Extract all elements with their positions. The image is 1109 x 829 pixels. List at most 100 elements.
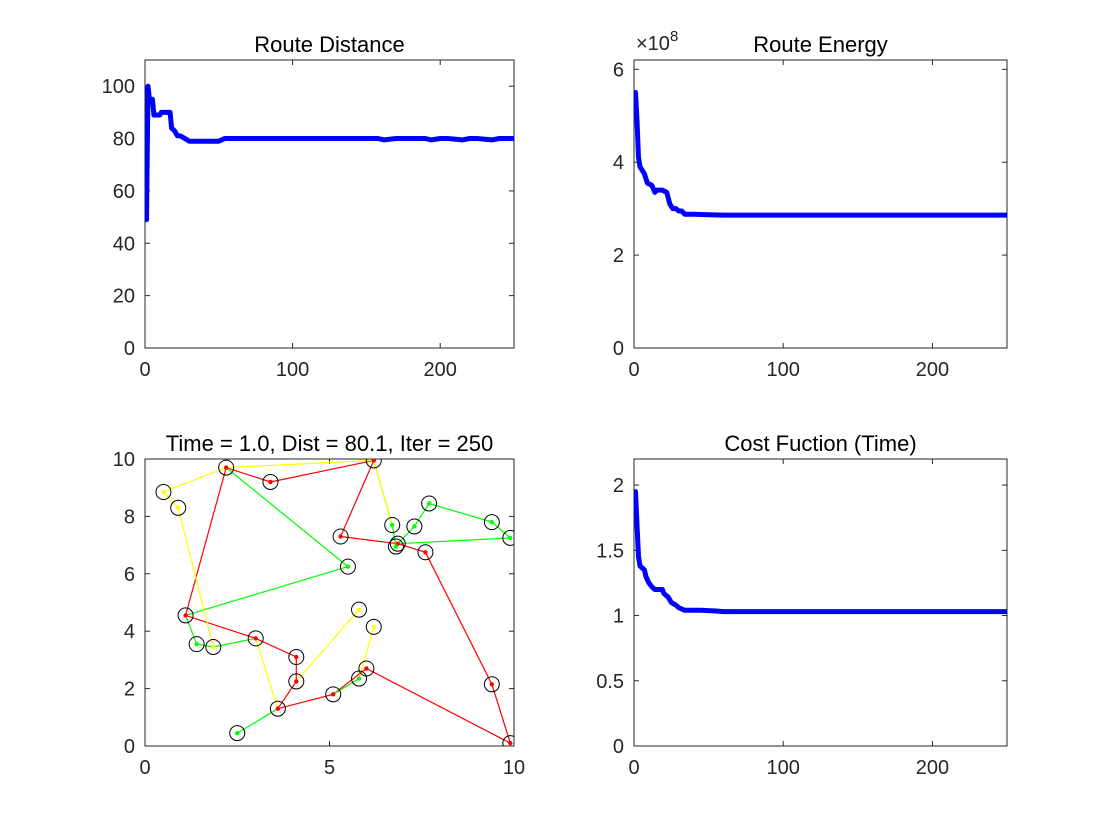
cost-function-xtick-label: 0 [628, 757, 639, 779]
cost-function-title: Cost Fuction (Time) [724, 431, 916, 456]
route-map-node-dot [356, 676, 362, 681]
route-map-city-marker [288, 673, 305, 690]
route-map-node-dot [183, 613, 188, 618]
route-map-city-marker [421, 495, 438, 512]
route-map-city-marker [325, 686, 342, 703]
route-map-node-dot [223, 465, 229, 470]
route-energy-series-line [634, 90, 1007, 218]
route-map-city-marker [177, 607, 194, 624]
route-distance-ytick-label: 0 [124, 338, 135, 360]
route-map-node-dot [393, 544, 399, 549]
route-distance-ytick-label: 100 [102, 76, 135, 98]
cost-function-ytick-label: 0.5 [596, 671, 624, 693]
route-energy-title: Route Energy [753, 32, 888, 57]
route-map-node-dot [194, 641, 199, 647]
route-map-node-dot [161, 489, 166, 495]
route-map-plot-area [144, 458, 515, 747]
route-map-city-marker [389, 535, 406, 552]
route-map-city-marker [483, 676, 500, 693]
route-map-city-marker [502, 529, 514, 546]
route-energy-ytick-label: 4 [613, 152, 624, 174]
route-map-node-dot [330, 692, 336, 697]
route-map-data [155, 459, 514, 746]
route-map-node-dot [275, 706, 281, 711]
route-map-city-marker [502, 735, 514, 746]
route-map-node-dot [356, 607, 362, 612]
route-map-node-dot [489, 682, 495, 687]
route-map-ytick-label: 6 [124, 564, 135, 586]
route-distance-axes: 0 100 200 0 20 40 60 80 100 Route Distance [102, 32, 515, 381]
route-map-ytick-label: 2 [124, 679, 135, 701]
route-map-node-dot [345, 564, 351, 569]
route-energy-ytick-label: 2 [613, 245, 624, 267]
route-distance-title: Route Distance [254, 32, 404, 57]
route-map-city-marker [269, 700, 286, 717]
route-map-route-leg [225, 467, 349, 568]
route-map-node-dot [390, 522, 395, 528]
route-map-city-marker [351, 601, 368, 618]
route-map-city-marker [365, 618, 382, 635]
route-map-route-leg [184, 459, 512, 745]
route-distance-xtick-label: 200 [424, 359, 457, 381]
route-map-city-marker [155, 484, 172, 501]
route-map-route-leg [332, 678, 360, 695]
route-map-route-leg [162, 467, 227, 648]
cost-function-data [634, 489, 1007, 615]
route-map-axes: 0 5 10 0 2 4 6 8 10 Time = 1.0, Dist = 80.1, Iter… [113, 431, 525, 779]
route-map-route-leg [255, 638, 279, 709]
route-map-node-dot [426, 501, 432, 506]
route-energy-ytick-label: 6 [613, 59, 624, 81]
route-map-title: Time = 1.0, Dist = 80.1, Iter = 250 [166, 431, 494, 456]
route-map-city-marker [483, 514, 500, 531]
cost-function-ytick-label: 1.5 [596, 540, 624, 562]
cost-function-xtick-label: 200 [916, 757, 949, 779]
route-map-ytick-label: 10 [113, 449, 135, 471]
cost-function-xtick-label: 100 [767, 757, 800, 779]
route-map-node-dot [508, 740, 513, 746]
route-energy-xtick-label: 100 [767, 359, 800, 381]
route-map-node-dot [338, 534, 343, 539]
cost-function-plot-area [633, 458, 1008, 747]
route-energy-xtick-label: 200 [916, 359, 949, 381]
route-map-node-dot [294, 654, 299, 660]
route-distance-ytick-label: 80 [113, 129, 135, 151]
route-map-city-marker [262, 473, 279, 490]
route-energy-axes: 0 100 200 0 2 4 6 Route Energy ×108 [613, 28, 1008, 381]
route-map-node-dot [211, 644, 216, 650]
route-energy-xtick-label: 0 [628, 359, 639, 381]
route-map-city-marker [332, 528, 349, 545]
cost-function-ytick-label: 0 [613, 736, 624, 758]
route-map-xtick-label: 5 [324, 757, 335, 779]
route-map-node-dot [176, 505, 181, 510]
route-map-node-dot [508, 535, 513, 541]
route-map-ytick-label: 0 [124, 736, 135, 758]
route-map-city-marker [229, 725, 246, 742]
route-distance-ytick-label: 60 [113, 181, 135, 203]
route-energy-ytick-label: 0 [613, 338, 624, 360]
cost-function-axes: 0 100 200 0 0.5 1 1.5 2 Cost Fuction (Time) [596, 431, 1008, 779]
route-map-node-dot [371, 624, 376, 630]
route-map-city-marker [406, 518, 423, 535]
route-map-city-marker [387, 538, 404, 555]
route-map-city-marker [288, 649, 305, 666]
route-distance-plot-area [144, 59, 515, 349]
route-map-city-marker [384, 517, 401, 534]
route-map-node-dot [235, 730, 240, 736]
route-energy-exponent-label: ×108 [636, 28, 678, 55]
route-map-node-dot [423, 550, 428, 555]
route-map-node-dot [371, 459, 376, 463]
route-energy-plot-area [633, 59, 1008, 349]
route-map-city-marker [351, 670, 368, 687]
cost-function-series-line [634, 489, 1007, 615]
route-map-city-marker [188, 636, 205, 653]
route-distance-xtick-label: 100 [276, 359, 309, 381]
route-map-city-marker [339, 558, 356, 575]
route-map-route-leg [358, 626, 375, 679]
route-map-node-dot [253, 636, 258, 641]
route-map-ytick-label: 4 [124, 621, 135, 643]
route-map-route-leg [295, 609, 360, 682]
route-distance-series-line [145, 83, 514, 223]
route-map-node-dot [268, 479, 273, 485]
route-map-xtick-label: 10 [503, 757, 525, 779]
